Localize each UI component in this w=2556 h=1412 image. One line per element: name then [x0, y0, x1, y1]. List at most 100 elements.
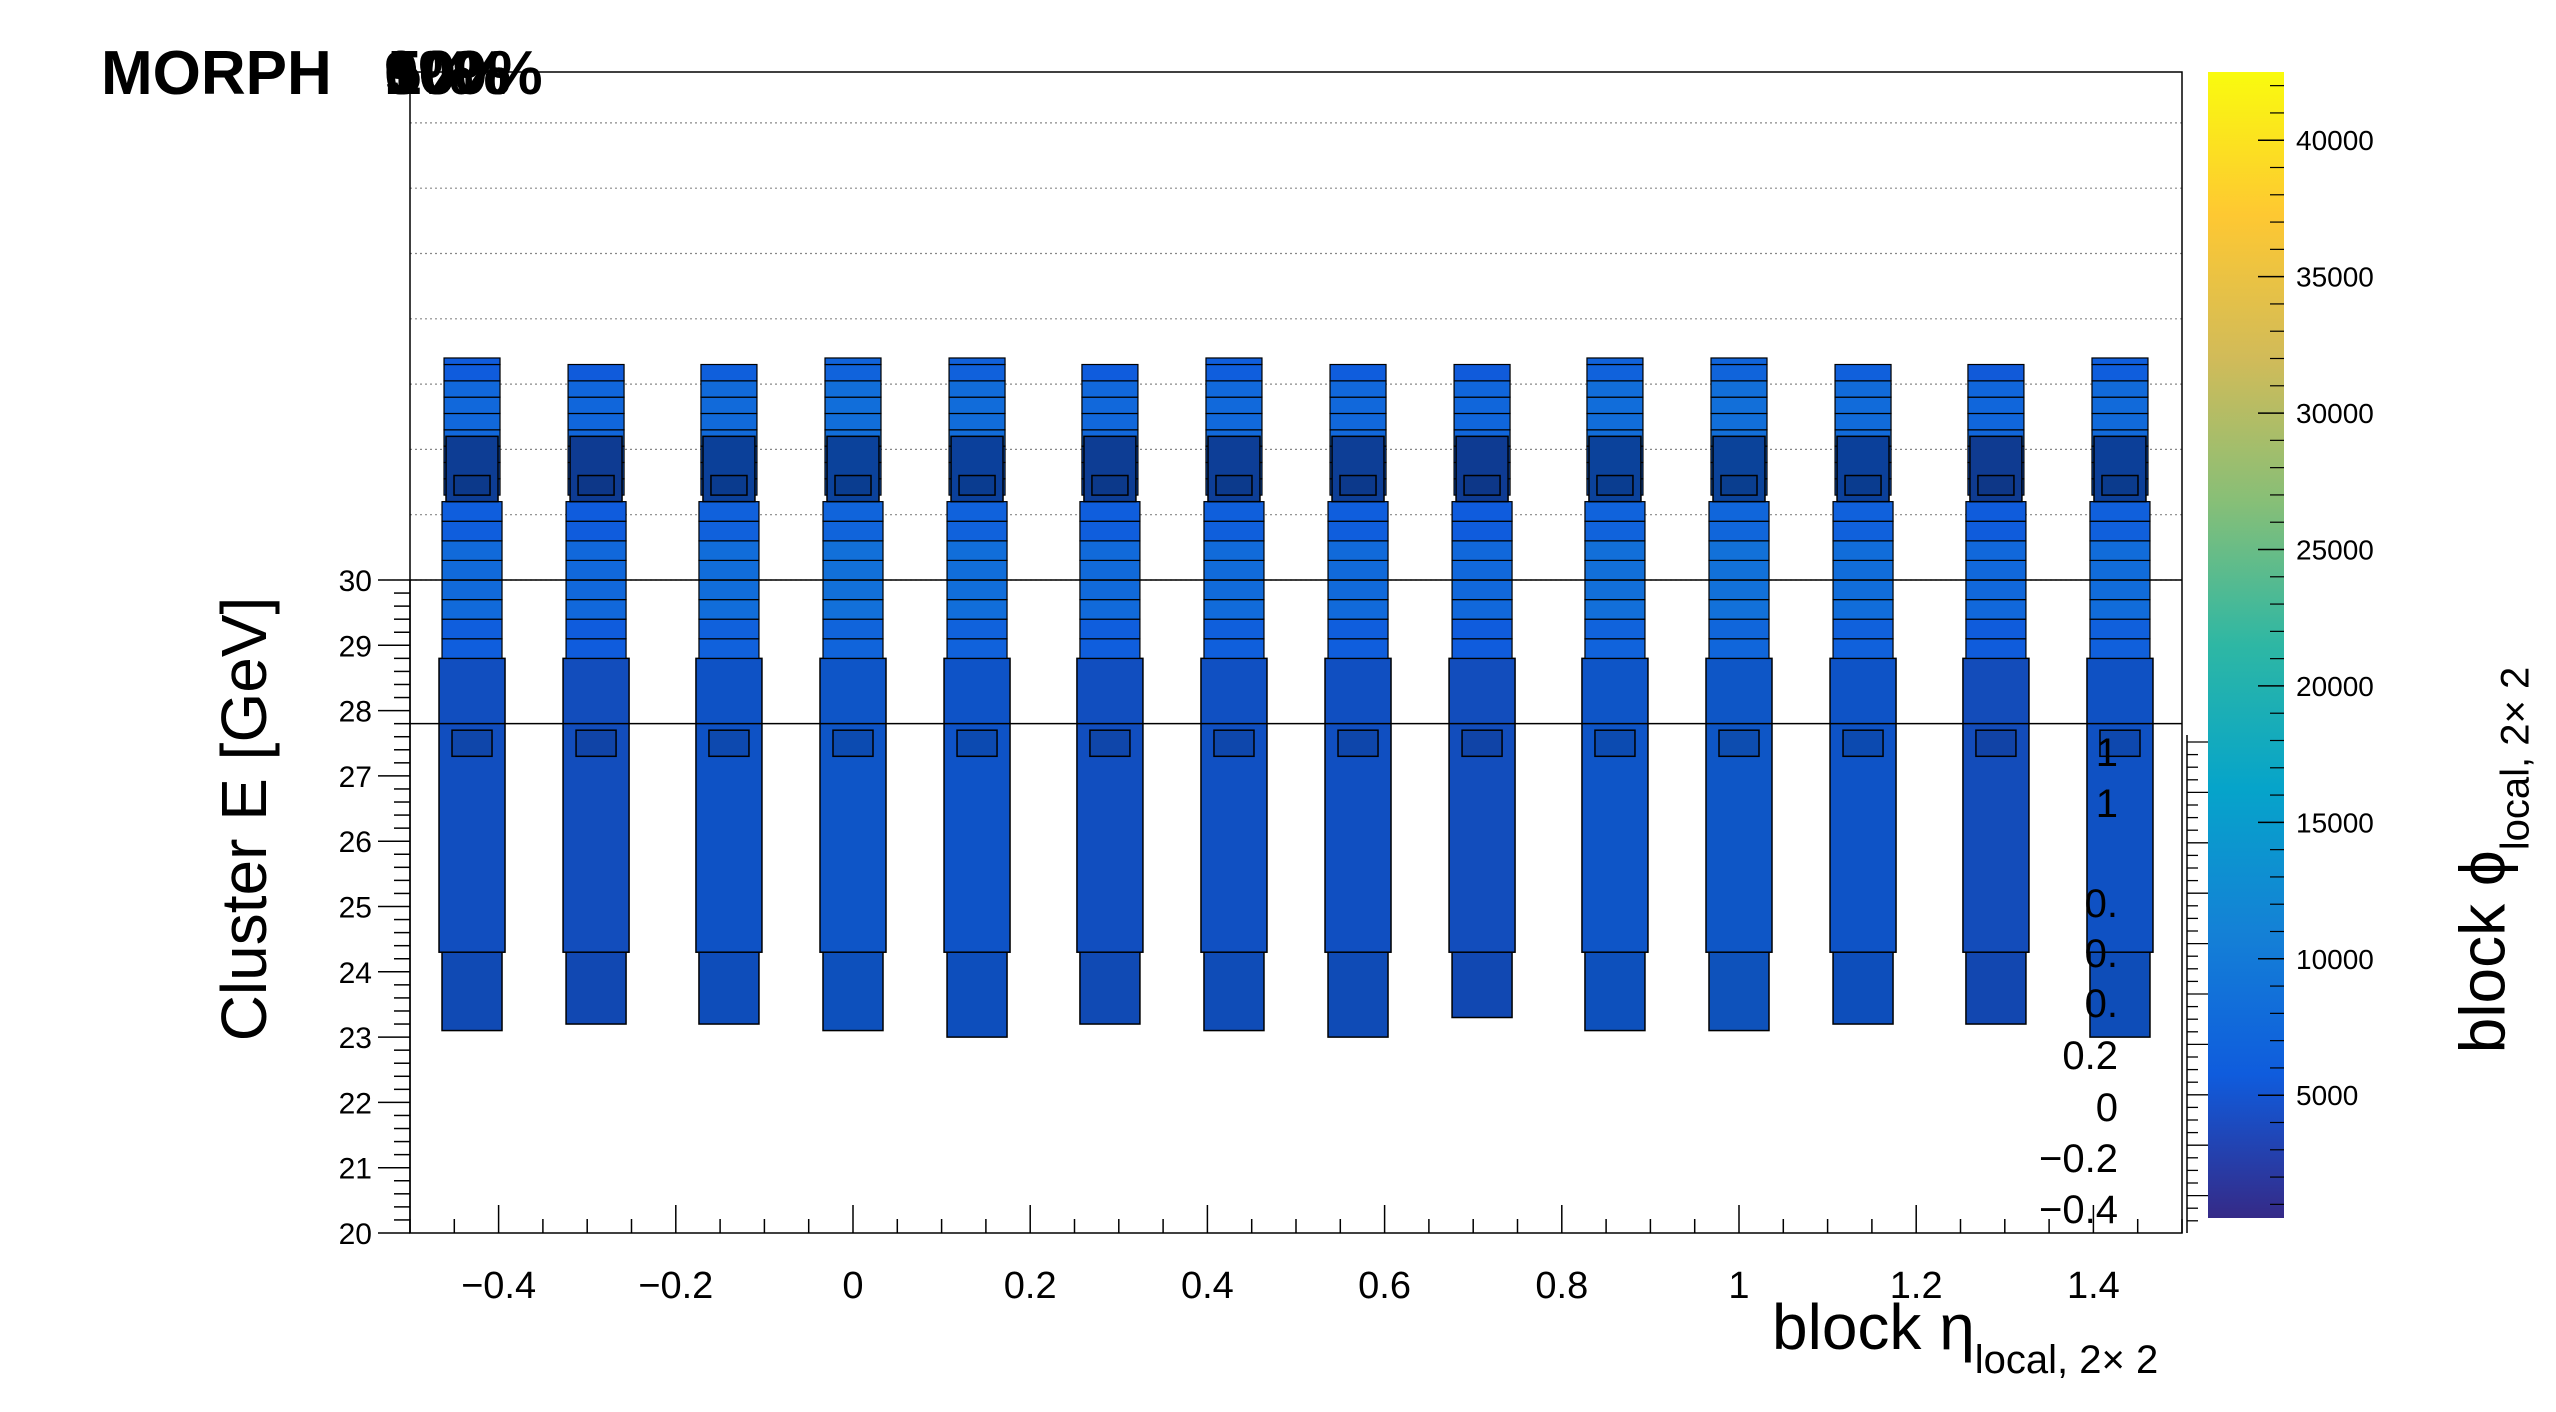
heatmap-cell: [1834, 363, 1892, 382]
heatmap-cell: [1329, 412, 1387, 431]
heatmap-cell: [1720, 474, 1758, 496]
z-tick-label: 35000: [2296, 262, 2374, 293]
z-tick-label: 30000: [2296, 398, 2374, 429]
x-tick-label: 0.4: [1181, 1265, 1234, 1307]
heatmap-cell: [1586, 396, 1644, 415]
heatmap-cell: [822, 540, 884, 562]
heatmap-cell: [2089, 520, 2151, 542]
heatmap-cell: [1584, 579, 1646, 601]
y-tick-label: 29: [339, 630, 372, 663]
heatmap-cell: [708, 729, 750, 758]
heatmap-cell: [946, 540, 1008, 562]
heatmap-cell: [1832, 579, 1894, 601]
heatmap-cell: [1327, 579, 1389, 601]
heatmap-cell: [1967, 363, 2025, 382]
heatmap-cell: [1708, 501, 1770, 522]
heatmap-cell: [441, 520, 503, 542]
heatmap-cell: [1203, 579, 1265, 601]
percent-overlay-label: 0%: [384, 39, 474, 108]
heatmap-cell: [1213, 729, 1255, 758]
heatmap-cell: [958, 474, 996, 496]
heatmap-cell: [1584, 618, 1646, 640]
heatmap-cell: [1581, 657, 1649, 953]
heatmap-cell: [577, 474, 615, 496]
z-tick-label: 10000: [2296, 944, 2374, 975]
y-tick-label: 30: [339, 565, 372, 598]
heatmap-cells: [438, 357, 2154, 1038]
heatmap-cell: [2089, 579, 2151, 601]
heatmap-cell: [1453, 412, 1511, 431]
heatmap-cell: [1975, 729, 2017, 758]
heatmap-cell: [1584, 559, 1646, 581]
heatmap-cell: [567, 412, 625, 431]
heatmap-cell: [1832, 638, 1894, 659]
heatmap-cell: [1834, 412, 1892, 431]
heatmap-cell: [1710, 363, 1768, 382]
heatmap-cell: [2091, 357, 2149, 366]
z-tick-label: 5000: [2296, 1080, 2358, 1111]
heatmap-cell: [1203, 520, 1265, 542]
x-tick-label: 0: [842, 1265, 863, 1307]
heatmap-cell: [822, 501, 884, 522]
heatmap-cell: [1710, 412, 1768, 431]
z-axis-title: block ϕlocal, 2× 2: [2446, 667, 2539, 1054]
overlay-axis-label: 1: [2096, 782, 2118, 826]
heatmap-cell: [824, 412, 882, 431]
x-tick-label: 0.2: [1004, 1265, 1057, 1307]
heatmap-cell: [2091, 412, 2149, 431]
heatmap-cell: [1584, 501, 1646, 522]
heatmap-cell: [822, 520, 884, 542]
heatmap-cell: [1339, 474, 1377, 496]
heatmap-cell: [1448, 657, 1516, 953]
heatmap-cell: [824, 396, 882, 415]
heatmap-cell: [1584, 520, 1646, 542]
heatmap-cell: [1324, 657, 1392, 953]
x-tick-label: 0.6: [1358, 1265, 1411, 1307]
x-axis-title-sub: local, 2× 2: [1974, 1338, 2159, 1382]
heatmap-cell: [565, 520, 627, 542]
heatmap-cell: [1079, 540, 1141, 562]
heatmap-cell: [1327, 520, 1389, 542]
heatmap-cell: [698, 618, 760, 640]
heatmap-cell: [1967, 380, 2025, 398]
overlay-axis-label: −0.4: [2039, 1188, 2118, 1232]
heatmap-cell: [2089, 559, 2151, 581]
heatmap-cell: [1834, 380, 1892, 398]
heatmap-cell: [1832, 559, 1894, 581]
heatmap-cell: [1451, 501, 1513, 522]
heatmap-cell: [451, 729, 493, 758]
heatmap-cell: [1965, 540, 2027, 562]
heatmap-cell: [1205, 363, 1263, 382]
y-tick-label: 21: [339, 1153, 372, 1186]
heatmap-cell: [1586, 363, 1644, 382]
heatmap-cell: [2089, 638, 2151, 659]
heatmap-cell: [1708, 520, 1770, 542]
heatmap-cell: [700, 396, 758, 415]
color-palette: [2208, 72, 2284, 1218]
heatmap-cell: [443, 396, 501, 415]
heatmap-cell: [443, 363, 501, 382]
heatmap-cell: [1453, 396, 1511, 415]
y-tick-label: 23: [339, 1022, 372, 1055]
heatmap-cell: [1327, 501, 1389, 522]
heatmap-cell: [1842, 729, 1884, 758]
heatmap-cell: [946, 638, 1008, 659]
heatmap-cell: [1081, 363, 1139, 382]
heatmap-cell: [441, 501, 503, 522]
heatmap-cell: [1463, 474, 1501, 496]
percent-overlay-label: 50%: [387, 39, 512, 108]
heatmap-cell: [822, 579, 884, 601]
heatmap-cell: [1977, 474, 2015, 496]
heatmap-cell: [1327, 618, 1389, 640]
heatmap-cell: [1586, 380, 1644, 398]
heatmap-cell: [1451, 520, 1513, 542]
heatmap-cell: [1200, 657, 1268, 953]
heatmap-cell: [441, 598, 503, 620]
heatmap-cell: [819, 657, 887, 953]
heatmap-cell: [443, 380, 501, 398]
y-tick-label: 20: [339, 1218, 372, 1251]
heatmap-cell: [1329, 380, 1387, 398]
heatmap-cell: [1451, 598, 1513, 620]
heatmap-cell: [1079, 520, 1141, 542]
heatmap-cell: [943, 657, 1011, 953]
